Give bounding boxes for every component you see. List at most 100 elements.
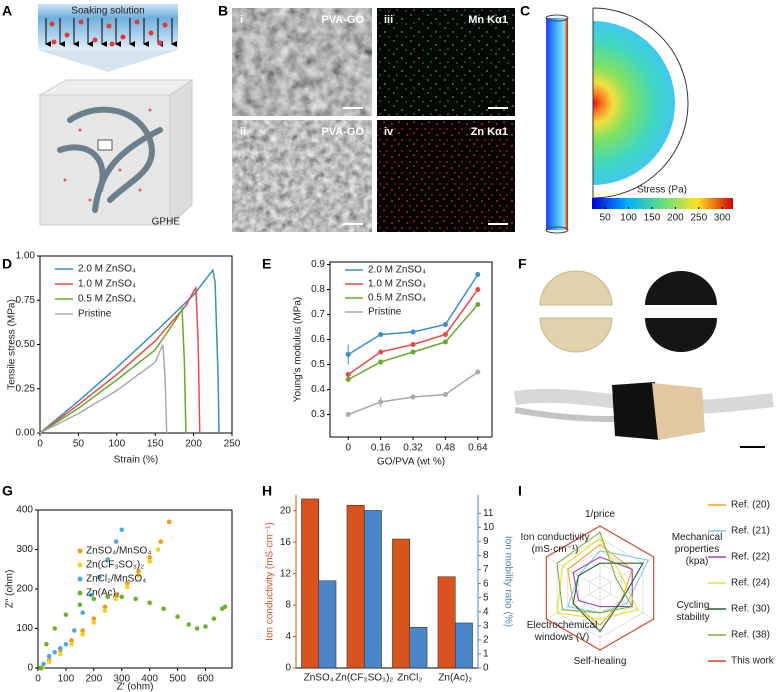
data-point	[52, 649, 58, 655]
y-tick-label: 0.25	[16, 383, 36, 394]
radar-axis-label: Self-healing	[573, 656, 627, 667]
y-tick-label: 8	[285, 600, 291, 611]
data-point	[442, 339, 448, 345]
y-tick-label: 0.00	[16, 428, 36, 439]
legend-label: 1.0 M ZnSO₄	[368, 279, 426, 290]
data-point	[125, 584, 130, 590]
y2-tick-label: 5	[483, 592, 489, 603]
x-tick-label: 0	[35, 674, 41, 685]
data-point	[186, 622, 192, 627]
data-point	[147, 600, 152, 606]
y-tick-label: 0.7	[311, 309, 325, 320]
panel-label: C	[520, 3, 530, 19]
bar	[392, 538, 410, 669]
x-axis-label: Strain (%)	[114, 455, 158, 466]
legend-label: ZnSO₄/MnSO₄	[86, 546, 151, 557]
data-point	[41, 661, 46, 667]
y2-tick-label: 11	[483, 508, 494, 519]
y-tick-label: 0.6	[311, 334, 325, 345]
x-tick-label: 0	[345, 443, 351, 454]
y2-tick-label: 7	[483, 564, 489, 575]
data-point	[77, 602, 83, 608]
panel-label: A	[2, 3, 12, 19]
image-label: Zn Kα1	[471, 126, 508, 138]
data-point	[133, 596, 138, 602]
data-point	[147, 559, 152, 564]
y-tick-label: 20	[280, 505, 292, 516]
x-tick-label: 300	[113, 674, 130, 685]
x-tick-label: 100	[58, 674, 75, 685]
x-tick-label: 150	[147, 439, 164, 450]
y2-tick-label: 10	[483, 522, 495, 533]
data-point	[105, 594, 111, 600]
data-point	[345, 372, 351, 377]
legend-label: Ref. (24)	[731, 578, 770, 589]
data-point	[442, 322, 448, 327]
radar-series	[545, 525, 655, 651]
panel-b-images	[232, 8, 515, 232]
legend-label: 1.0 M ZnSO₄	[78, 279, 136, 290]
y-tick-label: 0.8	[311, 284, 325, 295]
data-point	[97, 574, 102, 580]
panel-a-illustration	[38, 4, 194, 227]
data-point	[345, 352, 351, 357]
plot-frame	[329, 261, 493, 438]
y-tick-label: 0.4	[311, 384, 325, 395]
legend-swatch	[77, 590, 83, 596]
panel-label: D	[2, 256, 12, 272]
y-tick-label: 0	[27, 663, 33, 674]
x-tick-label: 600	[197, 674, 214, 685]
data-point	[211, 616, 217, 621]
x-tick-label: 0.48	[436, 443, 456, 454]
data-point	[194, 626, 200, 631]
radar-series	[556, 537, 639, 620]
colorbar-tick-label: 250	[690, 213, 707, 224]
data-point	[147, 555, 152, 560]
data-point	[161, 606, 166, 612]
colorbar-tick-label: 300	[714, 213, 731, 224]
y-tick-label: 0.75	[16, 295, 36, 306]
radar-series	[572, 562, 644, 633]
data-point	[119, 527, 125, 533]
image-label: Mn Kα1	[468, 14, 508, 26]
x-tick-label: 50	[73, 439, 85, 450]
image-index: i	[240, 14, 243, 26]
y-tick-label: 1.00	[16, 251, 36, 262]
legend-label: Zn(CF₃SO₃)₂	[86, 560, 144, 571]
y-tick-label: 400	[16, 505, 33, 516]
bar	[364, 510, 382, 669]
panel-label: B	[218, 3, 228, 19]
data-point	[410, 394, 416, 400]
data-point	[80, 628, 85, 633]
data-point	[88, 592, 94, 598]
bar	[346, 504, 365, 669]
radar-axis-label: Electrochemical windows (V)	[526, 620, 598, 643]
bar	[409, 626, 428, 669]
legend-label: Pristine	[368, 307, 402, 318]
data-point	[410, 329, 416, 335]
image-index: ii	[240, 126, 246, 138]
series-line	[39, 285, 201, 434]
data-point	[52, 626, 58, 631]
y-tick-label: 0.3	[311, 409, 325, 420]
legend-label: Zn(Ac)₂	[86, 588, 120, 599]
x-tick-label: ZnSO₄	[304, 673, 334, 684]
panel-c-simulation	[545, 7, 733, 234]
y2-tick-label: 1	[483, 649, 489, 660]
data-point	[203, 624, 208, 629]
legend-swatch	[77, 576, 83, 582]
x-tick-label: 500	[169, 674, 186, 685]
y-tick-label: 16	[280, 537, 292, 548]
series-line	[39, 344, 168, 434]
data-point	[222, 604, 228, 610]
radar-axis-label: Mechanical properties (kpa)	[671, 532, 723, 567]
legend-label: Ref. (21)	[731, 526, 770, 537]
data-point	[91, 616, 97, 621]
y2-tick-label: 3	[483, 620, 489, 631]
y-tick-label: 200	[16, 584, 33, 595]
panel-label: F	[518, 256, 527, 272]
y-tick-label: 12	[280, 568, 292, 579]
y2-tick-label: 9	[483, 536, 489, 547]
